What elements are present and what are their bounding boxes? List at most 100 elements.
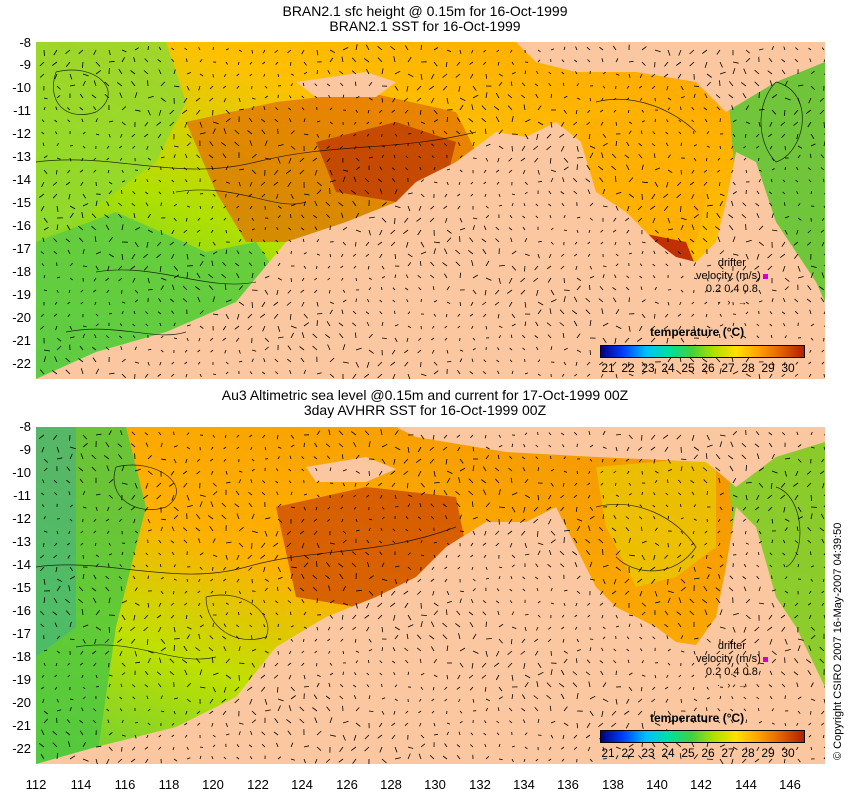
current-vector — [91, 94, 97, 99]
current-vector — [511, 626, 517, 629]
current-vector — [314, 169, 318, 176]
current-vector — [354, 121, 357, 125]
current-vector — [209, 698, 214, 704]
current-vector — [52, 61, 58, 66]
current-vector — [717, 301, 721, 305]
current-vector — [173, 514, 179, 520]
current-vector — [95, 265, 99, 271]
current-vector — [784, 97, 791, 101]
current-vector — [405, 274, 409, 279]
current-vector — [442, 634, 448, 640]
current-vector — [69, 145, 74, 147]
current-vector — [741, 443, 747, 448]
current-vector — [560, 191, 565, 195]
current-vector — [55, 662, 58, 667]
current-vector — [173, 564, 176, 568]
current-vector — [442, 622, 448, 628]
current-vector — [276, 289, 279, 295]
current-vector — [366, 494, 370, 498]
current-vector — [677, 181, 682, 187]
current-vector — [626, 85, 630, 89]
current-vector — [314, 277, 318, 281]
current-vector — [446, 731, 449, 736]
current-vector — [498, 434, 502, 438]
current-vector — [719, 609, 723, 616]
current-vector — [625, 722, 630, 729]
current-vector — [65, 598, 71, 604]
current-vector — [277, 650, 279, 655]
current-vector — [665, 131, 669, 135]
current-vector — [420, 743, 426, 748]
current-vector — [68, 585, 71, 592]
current-vector — [810, 513, 813, 520]
current-vector — [742, 758, 747, 764]
current-vector — [170, 470, 175, 476]
current-vector — [316, 49, 319, 56]
current-vector — [797, 276, 804, 279]
current-vector — [745, 494, 748, 501]
current-vector — [316, 480, 320, 484]
current-vector — [498, 743, 501, 748]
current-vector — [821, 602, 825, 606]
top-legend-title: temperature (°C) — [650, 325, 745, 339]
current-vector — [407, 56, 412, 63]
current-vector — [303, 493, 308, 496]
bottom-map-svg — [36, 427, 825, 764]
current-vector — [706, 574, 710, 580]
current-vector — [276, 491, 279, 496]
current-vector — [407, 73, 414, 78]
current-vector — [259, 313, 266, 318]
current-vector — [185, 614, 188, 620]
current-vector — [420, 614, 427, 616]
current-vector — [459, 227, 466, 231]
current-vector — [406, 337, 409, 343]
current-vector — [820, 154, 825, 159]
current-vector — [78, 49, 84, 55]
current-vector — [823, 494, 825, 497]
current-vector — [667, 515, 670, 520]
current-vector — [404, 602, 409, 609]
current-vector — [689, 369, 695, 375]
current-vector — [355, 166, 360, 171]
current-vector — [328, 585, 331, 592]
current-vector — [223, 458, 227, 462]
current-vector — [302, 82, 305, 87]
current-vector — [598, 538, 604, 544]
current-vector — [433, 733, 438, 736]
current-vector — [639, 263, 643, 267]
current-vector — [810, 626, 815, 631]
current-vector — [234, 698, 240, 704]
current-vector — [40, 753, 45, 760]
temp-tick: 25 — [681, 361, 695, 375]
current-vector — [147, 575, 149, 580]
current-vector — [198, 47, 201, 51]
current-vector — [368, 81, 373, 87]
current-vector — [274, 554, 279, 561]
current-vector — [575, 506, 578, 512]
current-vector — [719, 61, 723, 68]
current-vector — [91, 225, 97, 231]
current-vector — [485, 446, 490, 450]
current-vector — [198, 602, 201, 607]
current-vector — [195, 647, 201, 652]
current-vector — [807, 229, 812, 234]
current-vector — [456, 610, 461, 616]
current-vector — [248, 674, 253, 681]
current-vector — [522, 467, 526, 472]
temp-tick: 21 — [601, 361, 615, 375]
current-vector — [459, 97, 466, 102]
current-vector — [391, 590, 396, 596]
current-vector — [706, 638, 711, 643]
bottom-title-line1: Au3 Altimetric sea level @0.15m and curr… — [221, 387, 629, 403]
current-vector — [325, 443, 331, 448]
current-vector — [40, 325, 45, 330]
current-vector — [628, 623, 631, 628]
lat-tick: -15 — [12, 195, 31, 210]
current-vector — [353, 506, 357, 510]
current-vector — [677, 237, 682, 243]
current-vector — [186, 324, 191, 327]
current-vector — [498, 325, 503, 329]
current-vector — [446, 301, 451, 305]
current-vector — [576, 525, 581, 532]
current-vector — [418, 287, 422, 291]
